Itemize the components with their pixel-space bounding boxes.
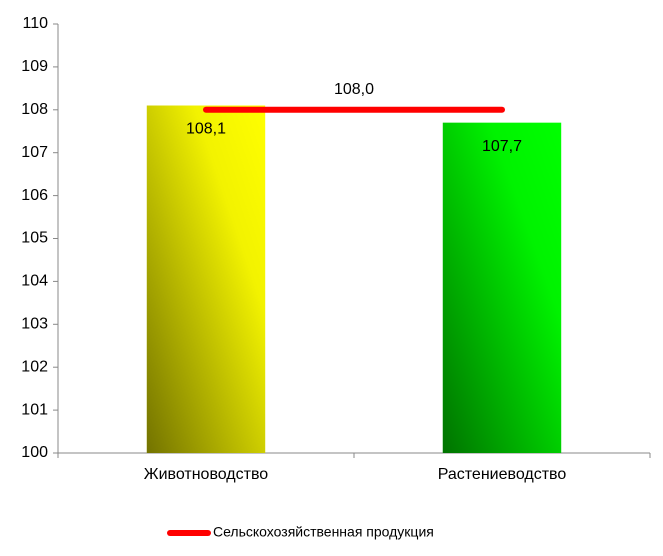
y-tick-label: 105 <box>21 230 48 247</box>
x-tick-label: Животноводство <box>144 466 268 483</box>
value-label: 108,1 <box>186 121 226 138</box>
y-tick-label: 102 <box>21 358 48 375</box>
line-label: 108,0 <box>334 81 374 98</box>
x-tick-label: Растениеводство <box>438 466 567 483</box>
y-tick-label: 110 <box>22 15 48 32</box>
y-tick-label: 100 <box>21 444 48 461</box>
bar-shade <box>146 105 266 453</box>
y-tick-label: 106 <box>21 187 48 204</box>
y-tick-label: 101 <box>21 401 48 418</box>
bar-shade <box>442 122 562 454</box>
y-tick-label: 104 <box>21 273 48 290</box>
y-tick-label: 109 <box>21 58 48 75</box>
y-tick-label: 103 <box>21 316 48 333</box>
y-tick-label: 108 <box>21 101 48 118</box>
y-tick-label: 107 <box>21 144 48 161</box>
value-label: 107,7 <box>482 138 522 155</box>
legend-label: Сельскохозяйственная продукция <box>213 524 434 540</box>
